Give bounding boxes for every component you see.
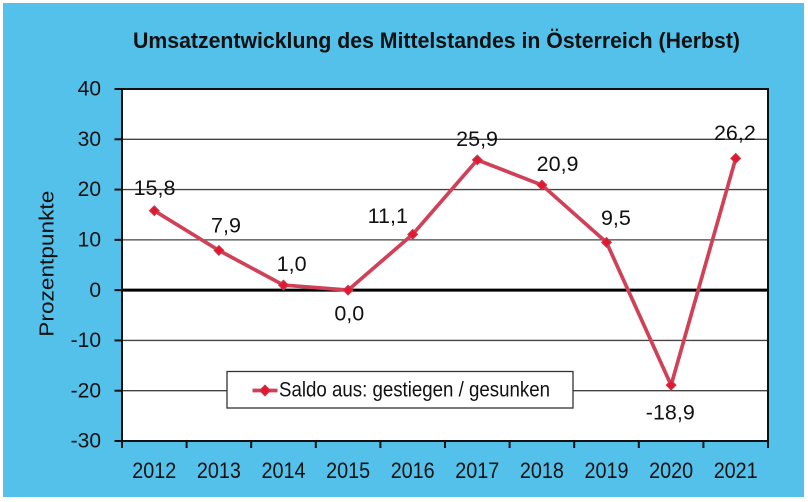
svg-text:Saldo aus: gestiegen / gesunke: Saldo aus: gestiegen / gesunken [279,379,550,402]
svg-text:7,9: 7,9 [211,213,241,237]
svg-text:11,1: 11,1 [368,204,408,228]
svg-text:26,2: 26,2 [714,121,756,145]
svg-text:40: 40 [78,78,101,101]
svg-text:-18,9: -18,9 [646,400,695,424]
svg-text:30: 30 [78,128,101,151]
svg-text:2021: 2021 [714,458,758,483]
svg-text:2015: 2015 [326,458,370,483]
svg-text:10: 10 [78,229,101,252]
svg-text:-20: -20 [71,379,101,402]
svg-text:2014: 2014 [262,458,306,483]
svg-text:2020: 2020 [649,458,693,483]
svg-text:2013: 2013 [197,458,241,483]
svg-text:Umsatzentwicklung des Mittelst: Umsatzentwicklung des Mittelstandes in Ö… [133,28,740,53]
svg-text:0,0: 0,0 [334,301,364,325]
svg-text:9,5: 9,5 [601,206,631,230]
svg-text:2019: 2019 [585,458,629,483]
svg-text:2016: 2016 [391,458,435,483]
svg-text:1,0: 1,0 [277,252,307,276]
svg-text:20,9: 20,9 [537,152,579,176]
svg-text:2017: 2017 [455,458,499,483]
svg-text:15,8: 15,8 [134,176,176,200]
svg-text:-30: -30 [71,430,101,453]
svg-text:20: 20 [78,178,101,201]
svg-text:-10: -10 [71,329,101,352]
svg-text:2012: 2012 [132,458,176,483]
svg-text:0: 0 [89,279,101,302]
svg-text:Prozentpunkte: Prozentpunkte [37,191,59,337]
svg-text:25,9: 25,9 [456,127,498,151]
svg-text:2018: 2018 [520,458,564,483]
